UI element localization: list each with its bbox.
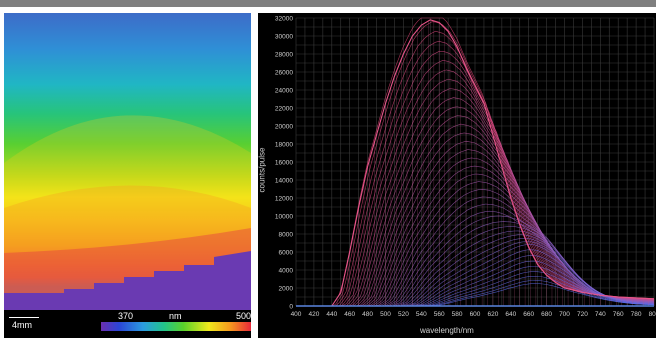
y-tick-label: 32000	[275, 16, 293, 23]
spectrum-chart: 400 420 440 460 480 500 520 540 560 580 600 620 640 6…	[258, 13, 656, 338]
y-tick-label: 20000	[275, 124, 293, 131]
y-tick-label: 14000	[275, 178, 293, 185]
x-tick-label: 480	[362, 311, 373, 318]
y-tick-label: 0	[289, 304, 293, 311]
x-tick-label: 540	[416, 311, 427, 318]
top-border	[0, 0, 656, 7]
scale-bar-label: 4mm	[12, 320, 32, 330]
y-tick-label: 12000	[275, 196, 293, 203]
y-axis-label: counts/pulse	[257, 147, 267, 193]
x-tick-label: 500	[380, 311, 391, 318]
y-tick-label: 30000	[275, 34, 293, 41]
y-tick-label: 24000	[275, 88, 293, 95]
x-tick-label: 600	[470, 311, 481, 318]
scale-bar	[9, 317, 39, 318]
y-tick-label: 16000	[275, 160, 293, 167]
false-color-map	[4, 13, 251, 338]
y-tick-label: 22000	[275, 106, 293, 113]
y-tick-label: 6000	[279, 250, 294, 257]
x-tick-label: 700	[559, 311, 570, 318]
colorbar-unit-label: nm	[169, 311, 182, 321]
x-tick-label: 420	[308, 311, 319, 318]
x-tick-label: 560	[434, 311, 445, 318]
x-tick-label: 780	[631, 311, 642, 318]
y-tick-label: 10000	[275, 214, 293, 221]
x-tick-label: 660	[523, 311, 534, 318]
x-tick-label: 720	[577, 311, 588, 318]
y-tick-label: 2000	[279, 286, 294, 293]
x-tick-label: 400	[291, 311, 302, 318]
x-tick-label: 460	[344, 311, 355, 318]
x-tick-label: 800	[649, 311, 656, 318]
envelope-line	[296, 19, 655, 307]
colorbar	[101, 322, 251, 331]
y-tick-label: 8000	[279, 232, 294, 239]
y-tick-label: 18000	[275, 142, 293, 149]
x-axis-label: wavelength/nm	[420, 326, 474, 335]
x-tick-label: 580	[452, 311, 463, 318]
x-tick-label: 440	[326, 311, 337, 318]
x-tick-label: 740	[595, 311, 606, 318]
x-tick-label: 520	[398, 311, 409, 318]
y-tick-label: 4000	[279, 268, 294, 275]
colorbar-min-label: 370	[118, 311, 134, 321]
colorbar-max-label: 500	[236, 311, 252, 321]
x-tick-label: 760	[613, 311, 624, 318]
x-tick-label: 680	[541, 311, 552, 318]
x-tick-label: 640	[505, 311, 516, 318]
map-image	[4, 13, 251, 338]
spectrum-plot: 400 420 440 460 480 500 520 540 560 580 600 620 640 6…	[275, 16, 656, 319]
y-tick-label: 28000	[275, 52, 293, 59]
x-tick-label: 620	[487, 311, 498, 318]
y-tick-label: 26000	[275, 70, 293, 77]
